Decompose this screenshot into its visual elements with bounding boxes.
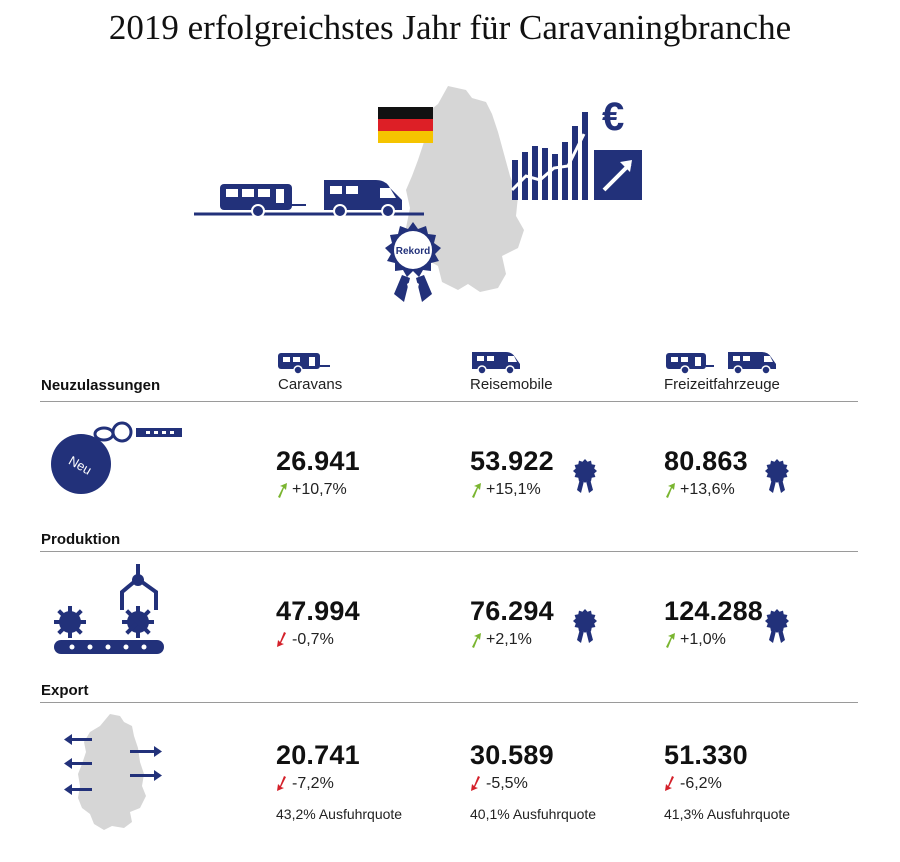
section-label-export: Export: [41, 682, 89, 699]
value-number: 124.288: [664, 596, 763, 626]
change-percent-text: +15,1%: [486, 481, 541, 498]
page-title: 2019 erfolgreichstes Jahr für Caravaning…: [108, 8, 792, 47]
column-header-freizeitfahrzeuge: Freizeitfahrzeuge: [664, 376, 780, 393]
column-header-reisemobile: Reisemobile: [470, 376, 553, 393]
euro-growth-icon: €: [594, 95, 642, 200]
export-ratio: 41,3% Ausfuhrquote: [664, 806, 791, 822]
value-number: 47.994: [276, 596, 360, 626]
motorhome-icon: [324, 180, 402, 218]
record-badge-icon: [573, 609, 597, 643]
change-percent: -7,2%: [276, 775, 334, 793]
german-flag-icon: [378, 107, 433, 143]
record-badge-icon: [573, 459, 597, 493]
caravan-icon: [220, 184, 306, 218]
value-number: 20.741: [276, 740, 360, 770]
section-divider: [40, 551, 858, 552]
change-percent: -0,7%: [276, 631, 334, 649]
caravan-icon: [278, 353, 330, 374]
section-divider: [40, 702, 858, 703]
change-percent-text: -6,2%: [680, 775, 722, 792]
motorhome-icon: [472, 352, 520, 374]
change-percent: +1,0%: [664, 631, 726, 649]
change-percent: +2,1%: [470, 631, 532, 649]
section-divider: [40, 401, 858, 402]
svg-text:€: €: [602, 95, 624, 139]
change-percent: -6,2%: [664, 775, 722, 793]
conveyor-belt-icon: [54, 564, 164, 654]
record-badge-icon: Rekord: [385, 222, 441, 306]
value-number: 26.941: [276, 446, 360, 476]
change-percent: +15,1%: [470, 481, 541, 499]
change-percent-text: -0,7%: [292, 631, 334, 648]
change-percent-text: +1,0%: [680, 631, 726, 648]
change-percent-text: +13,6%: [680, 481, 735, 498]
germany-map-icon: [406, 86, 524, 292]
trend-up-arrow-icon: [666, 483, 675, 498]
growth-chart-icon: [510, 112, 588, 200]
export-ratio: 40,1% Ausfuhrquote: [470, 806, 597, 822]
trend-down-arrow-icon: [277, 776, 286, 791]
trend-up-arrow-icon: [472, 483, 481, 498]
change-percent: -5,5%: [470, 775, 528, 793]
trend-down-arrow-icon: [471, 776, 480, 791]
export-map-icon: [64, 714, 162, 830]
export-ratio: 43,2% Ausfuhrquote: [276, 806, 403, 822]
hero-illustration: € Rekord: [194, 86, 642, 306]
trend-down-arrow-icon: [277, 632, 286, 647]
change-percent: +10,7%: [276, 481, 347, 499]
section-label-neuzulassungen: Neuzulassungen: [41, 377, 161, 394]
section-label-produktion: Produktion: [41, 531, 121, 548]
change-percent-text: -5,5%: [486, 775, 528, 792]
value-number: 53.922: [470, 446, 554, 476]
change-percent-text: -7,2%: [292, 775, 334, 792]
trend-up-arrow-icon: [472, 633, 481, 648]
key-tag-icon: Neu: [51, 421, 182, 494]
trend-up-arrow-icon: [278, 483, 287, 498]
value-number: 80.863: [664, 446, 748, 476]
value-number: 30.589: [470, 740, 554, 770]
change-percent: +13,6%: [664, 481, 735, 499]
change-percent-text: +2,1%: [486, 631, 532, 648]
record-badge-icon: [765, 609, 789, 643]
change-percent-text: +10,7%: [292, 481, 347, 498]
value-number: 76.294: [470, 596, 554, 626]
svg-text:Rekord: Rekord: [396, 246, 430, 257]
column-header-caravans: Caravans: [278, 376, 343, 393]
record-badge-icon: [765, 459, 789, 493]
leisure-vehicles-icon: [666, 352, 776, 374]
trend-down-arrow-icon: [665, 776, 674, 791]
value-number: 51.330: [664, 740, 748, 770]
trend-up-arrow-icon: [666, 633, 675, 648]
